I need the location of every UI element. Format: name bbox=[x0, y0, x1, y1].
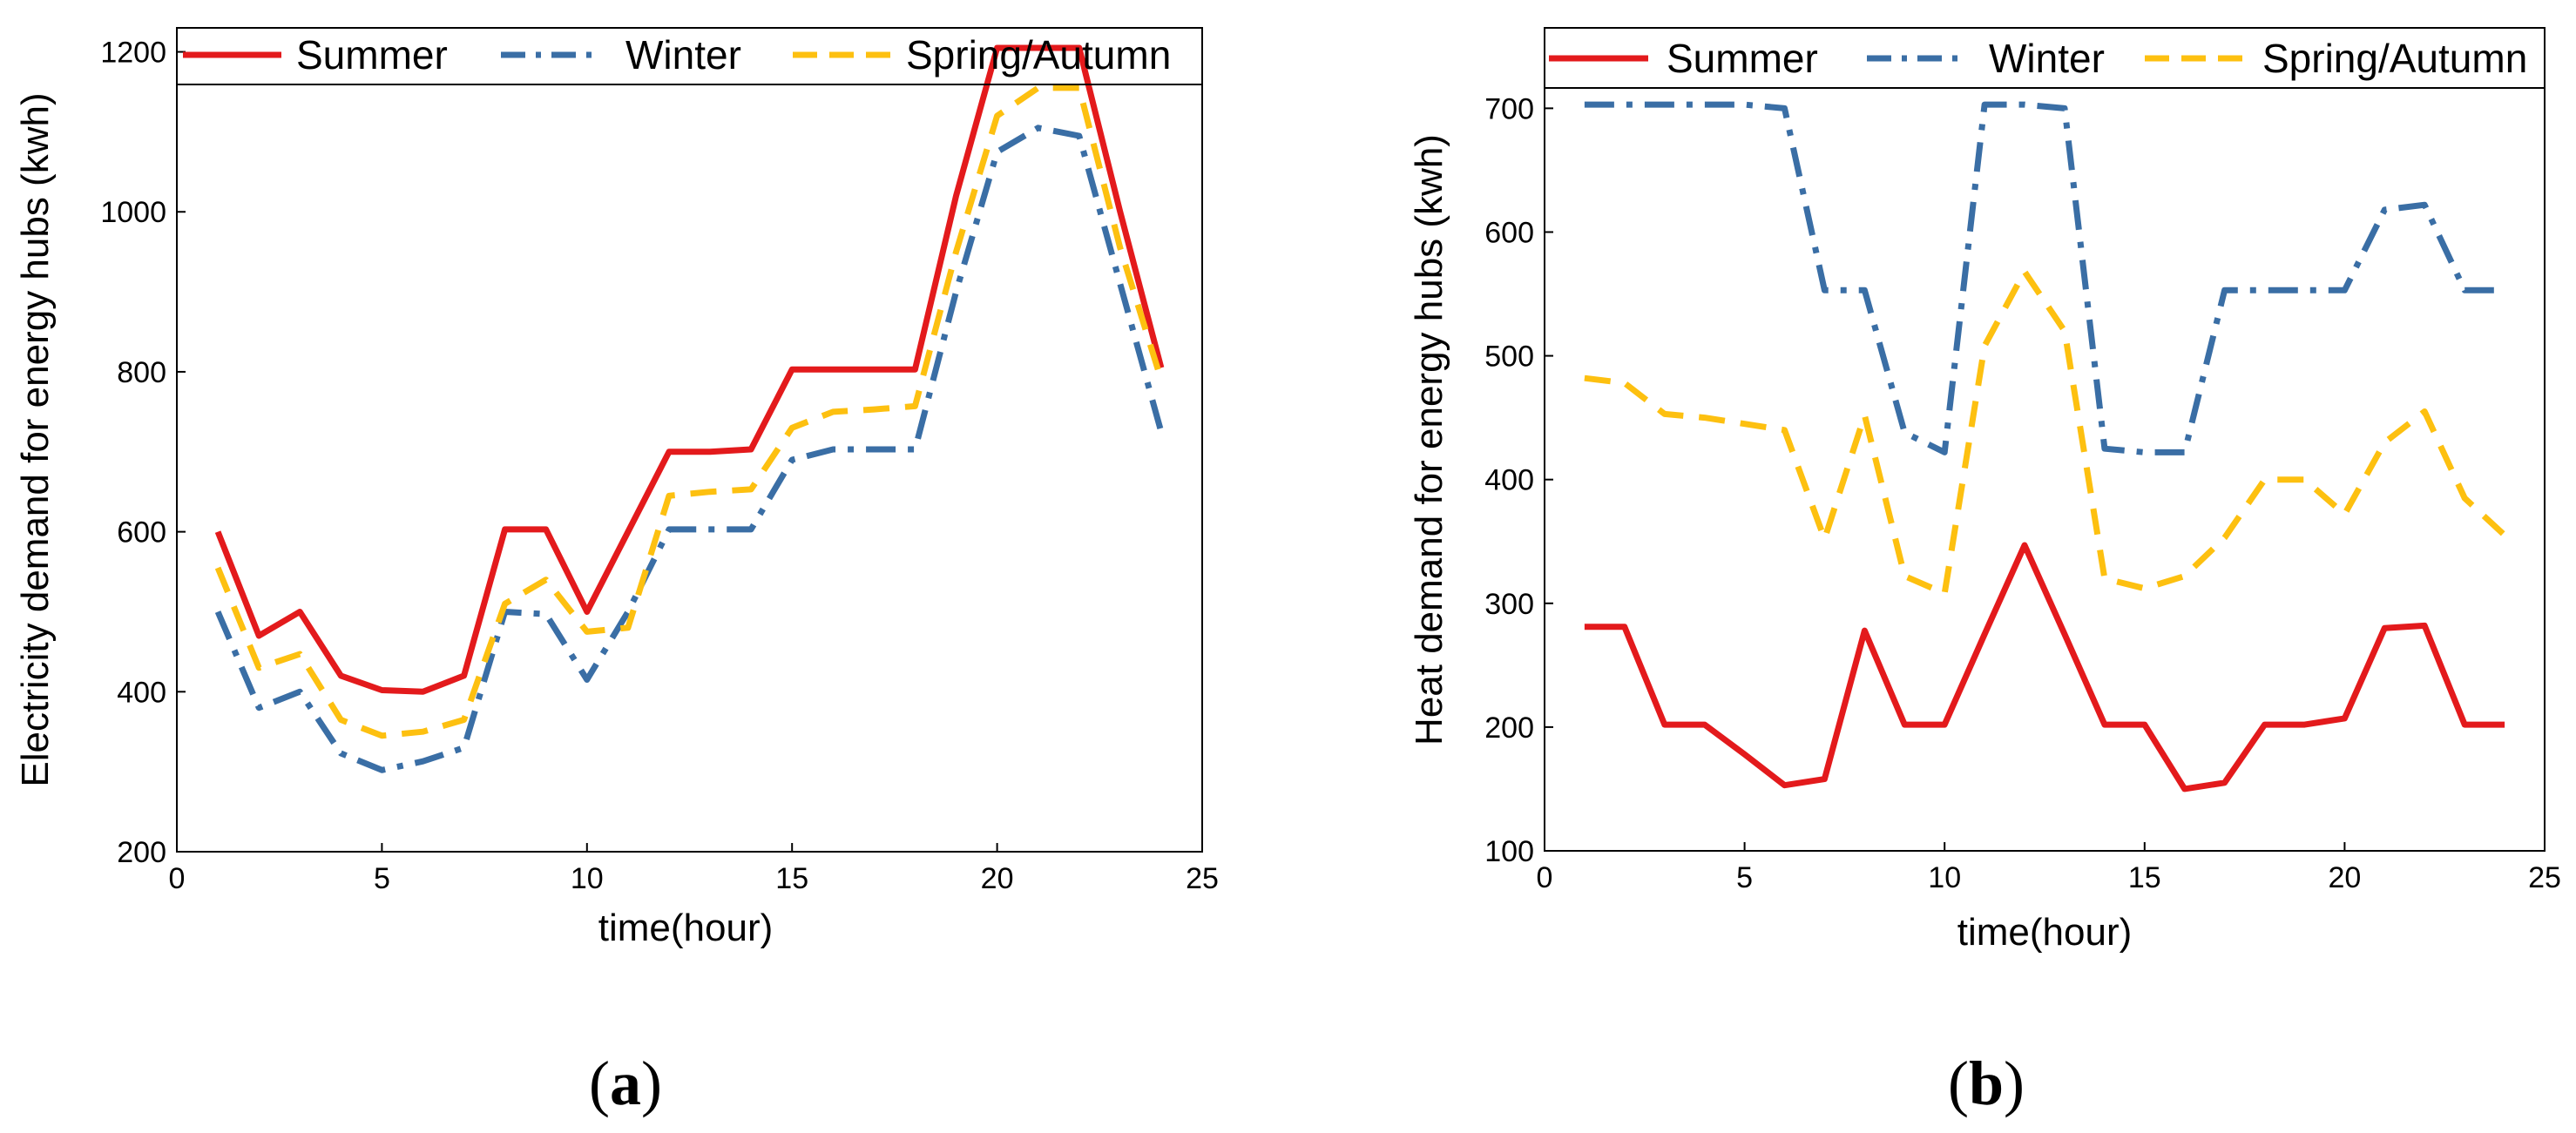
chart-a-series bbox=[214, 44, 1165, 773]
chart-a-x-tick-label: 5 bbox=[374, 862, 390, 895]
chart-a-y-tick-label: 400 bbox=[117, 676, 166, 709]
chart-a-x-axis-label: time(hour) bbox=[598, 907, 774, 949]
chart-b: 0 5 10 15 20 25 100 200 300 400 500 600 700 Summer W… bbox=[1408, 27, 2561, 1118]
chart-a-legend-label-spring-autumn: Spring/Autumn bbox=[906, 32, 1171, 78]
chart-b-x-tick-label: 15 bbox=[2128, 861, 2161, 894]
chart-b-legend-label-spring-autumn: Spring/Autumn bbox=[2262, 36, 2527, 81]
chart-a-y-tick-label: 1200 bbox=[100, 37, 166, 70]
chart-b-series bbox=[1584, 101, 2507, 792]
chart-a-legend-label-summer: Summer bbox=[296, 32, 448, 78]
chart-a-y-tick-label: 800 bbox=[117, 356, 166, 389]
chart-a-series-spring-autumn bbox=[214, 84, 1165, 739]
chart-b-y-tick-label: 700 bbox=[1484, 92, 1534, 125]
chart-b-plot-frame bbox=[1544, 27, 2546, 852]
chart-a-x-tick-label: 20 bbox=[981, 862, 1014, 895]
chart-b-legend: Summer Winter Spring/Autumn bbox=[1549, 36, 2527, 81]
chart-b-series-spring-autumn bbox=[1584, 268, 2507, 597]
chart-a-y-tick-label: 1000 bbox=[100, 196, 166, 229]
chart-b-x-tick-label: 10 bbox=[1928, 861, 1961, 894]
chart-a-y-axis-label: Electricity demand for energy hubs (kwh) bbox=[14, 92, 57, 786]
chart-b-y-tick-label: 500 bbox=[1484, 341, 1534, 374]
chart-a-legend: Summer Winter Spring/Autumn bbox=[183, 32, 1171, 78]
chart-b-x-tick-label: 20 bbox=[2328, 861, 2361, 894]
chart-b-x-axis-label: time(hour) bbox=[1957, 911, 2133, 954]
chart-b-series-winter bbox=[1584, 101, 2505, 455]
chart-b-x-tick-label: 5 bbox=[1736, 861, 1753, 894]
chart-b-y-tick-label: 400 bbox=[1484, 464, 1534, 497]
chart-b-y-tick-label: 200 bbox=[1484, 711, 1534, 745]
chart-a-ticks: 0 5 10 15 20 25 200 400 600 800 1000 1200 bbox=[100, 37, 1219, 895]
chart-a-caption: (a) bbox=[589, 1049, 662, 1118]
chart-a-x-tick-label: 10 bbox=[571, 862, 604, 895]
chart-b-x-tick-label: 0 bbox=[1537, 861, 1553, 894]
chart-a-x-tick-label: 25 bbox=[1186, 862, 1219, 895]
chart-a-y-tick-label: 200 bbox=[117, 836, 166, 869]
chart-a-series-winter bbox=[214, 125, 1165, 773]
chart-a-x-tick-label: 0 bbox=[169, 862, 186, 895]
chart-b-caption: (b) bbox=[1948, 1049, 2025, 1118]
chart-b-x-tick-label: 25 bbox=[2528, 861, 2561, 894]
chart-b-legend-label-summer: Summer bbox=[1667, 36, 1818, 81]
chart-a: 0 5 10 15 20 25 200 400 600 800 1000 1200 Summer Wi… bbox=[14, 27, 1219, 1118]
chart-b-series-summer bbox=[1584, 542, 2505, 792]
chart-b-y-tick-label: 100 bbox=[1484, 835, 1534, 868]
chart-a-plot-frame bbox=[176, 27, 1203, 853]
chart-a-legend-label-winter: Winter bbox=[625, 32, 741, 78]
chart-b-ticks: 0 5 10 15 20 25 100 200 300 400 500 600 700 bbox=[1484, 92, 2561, 894]
chart-a-x-tick-label: 15 bbox=[775, 862, 808, 895]
chart-a-series-summer bbox=[214, 44, 1165, 695]
chart-b-y-tick-label: 300 bbox=[1484, 588, 1534, 621]
chart-b-legend-label-winter: Winter bbox=[1989, 36, 2105, 81]
chart-b-y-axis-label: Heat demand for energy hubs (kwh) bbox=[1408, 134, 1450, 745]
chart-b-y-tick-label: 600 bbox=[1484, 216, 1534, 249]
chart-a-y-tick-label: 600 bbox=[117, 516, 166, 550]
